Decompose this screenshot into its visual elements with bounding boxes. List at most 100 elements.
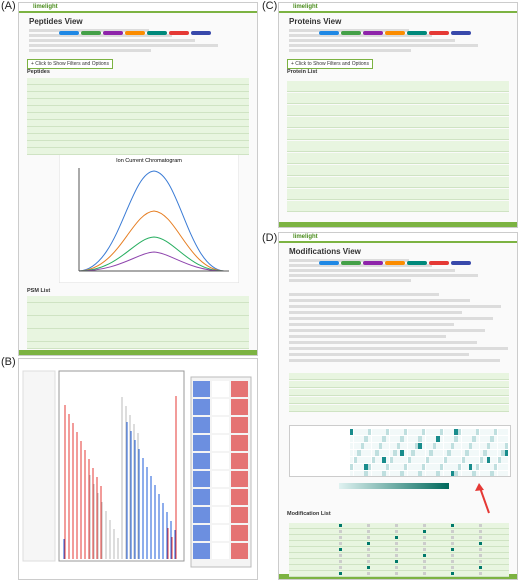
heatmap-cell — [432, 457, 437, 463]
heatmap-cell — [486, 471, 491, 476]
heatmap-cell — [378, 436, 383, 442]
panel-label: (B) — [1, 356, 16, 368]
heatmap-cell — [411, 429, 415, 435]
heatmap-cell — [364, 443, 368, 449]
heatmap-cell — [483, 471, 487, 476]
heatmap-cell — [389, 471, 393, 476]
table-row — [27, 92, 249, 99]
heatmap-cell — [364, 471, 368, 476]
check-cell — [339, 560, 342, 563]
heatmap-cell — [454, 450, 458, 456]
heatmap-cell — [350, 464, 354, 470]
heatmap-cell — [404, 450, 408, 456]
tag — [125, 31, 145, 35]
tag — [429, 31, 449, 35]
heatmap-cell — [422, 464, 426, 470]
heatmap-cell — [429, 464, 433, 470]
table-row — [27, 113, 249, 120]
heatmap-cell — [436, 457, 440, 463]
heatmap-cell — [378, 429, 383, 435]
check-cell — [395, 542, 398, 545]
table-row — [27, 127, 249, 134]
table-row — [27, 85, 249, 92]
heatmap-cell — [494, 436, 498, 442]
heatmap-cell — [375, 429, 379, 435]
heatmap-cell — [375, 450, 379, 456]
check-cell — [339, 572, 342, 575]
table-row — [27, 134, 249, 141]
filter-button[interactable]: + Click to Show Filters and Options — [27, 59, 113, 69]
heatmap-cell — [418, 450, 422, 456]
heatmap-cell — [382, 436, 386, 442]
heatmap-cell — [443, 450, 447, 456]
panel-label: (D) — [262, 232, 278, 244]
heatmap-cell — [501, 471, 505, 476]
heatmap-cell — [461, 450, 465, 456]
ion-cell — [231, 381, 248, 397]
heatmap-cell — [454, 436, 458, 442]
heatmap-cell — [393, 443, 397, 449]
heatmap-cell — [490, 443, 494, 449]
table-row — [287, 141, 509, 152]
ion-cell — [193, 381, 210, 397]
heatmap-cell — [483, 429, 487, 435]
heatmap-cell — [368, 436, 372, 442]
heatmap-cell — [389, 436, 393, 442]
heatmap-cell — [454, 471, 458, 476]
check-cell — [423, 548, 426, 551]
heatmap-cell — [400, 450, 404, 456]
heatmap-cell — [360, 450, 365, 456]
tag — [363, 31, 383, 35]
app-header: limelight — [279, 233, 517, 243]
heatmap-cell — [443, 471, 447, 476]
heatmap-cell — [479, 429, 483, 435]
heatmap-cell — [400, 457, 404, 463]
check-cell — [395, 548, 398, 551]
view-title: Peptides View — [29, 17, 83, 26]
curve — [78, 170, 225, 272]
check-cell — [479, 572, 482, 575]
heatmap-cell — [378, 443, 383, 449]
heatmap-cell — [468, 429, 473, 435]
check-cell — [423, 542, 426, 545]
heatmap-cell — [404, 464, 408, 470]
filter-button[interactable]: + Click to Show Filters and Options — [287, 59, 373, 69]
heatmap-cell — [501, 457, 505, 463]
heatmap-cell — [407, 471, 411, 476]
info-line — [289, 44, 478, 47]
heatmap-cell — [504, 471, 509, 476]
heatmap-cell — [429, 443, 433, 449]
table-row — [287, 129, 509, 140]
heatmap-cell — [476, 436, 480, 442]
heatmap-cell — [490, 450, 494, 456]
heatmap-cell — [425, 436, 429, 442]
section-title: Modification List — [287, 511, 331, 517]
info-line — [289, 305, 501, 308]
heatmap-cell — [429, 450, 433, 456]
modifications-panel: limelight Modifications View Modificatio… — [278, 232, 518, 580]
heatmap-cell — [418, 436, 422, 442]
chart-frame — [59, 153, 239, 283]
heatmap-cell — [454, 443, 458, 449]
heatmap-cell — [422, 450, 426, 456]
heatmap-cell — [357, 464, 361, 470]
heatmap-cell — [447, 443, 451, 449]
footer — [279, 222, 517, 227]
check-cell — [479, 542, 482, 545]
info-line — [289, 359, 500, 362]
heatmap-cell — [468, 464, 473, 470]
heatmap-cell — [465, 450, 469, 456]
heatmap-cell — [450, 450, 455, 456]
color-scale — [339, 483, 449, 489]
info-line — [29, 29, 149, 32]
heatmap-cell — [425, 443, 429, 449]
ion-cell — [231, 525, 248, 541]
heatmap-cell — [418, 471, 422, 476]
table-row — [27, 341, 249, 349]
heatmap-cell — [450, 457, 455, 463]
heatmap-cell — [454, 464, 458, 470]
heatmap-cell — [407, 450, 411, 456]
heatmap-cell — [450, 436, 455, 442]
heatmap-cell — [472, 457, 476, 463]
heatmap-cell — [404, 457, 408, 463]
